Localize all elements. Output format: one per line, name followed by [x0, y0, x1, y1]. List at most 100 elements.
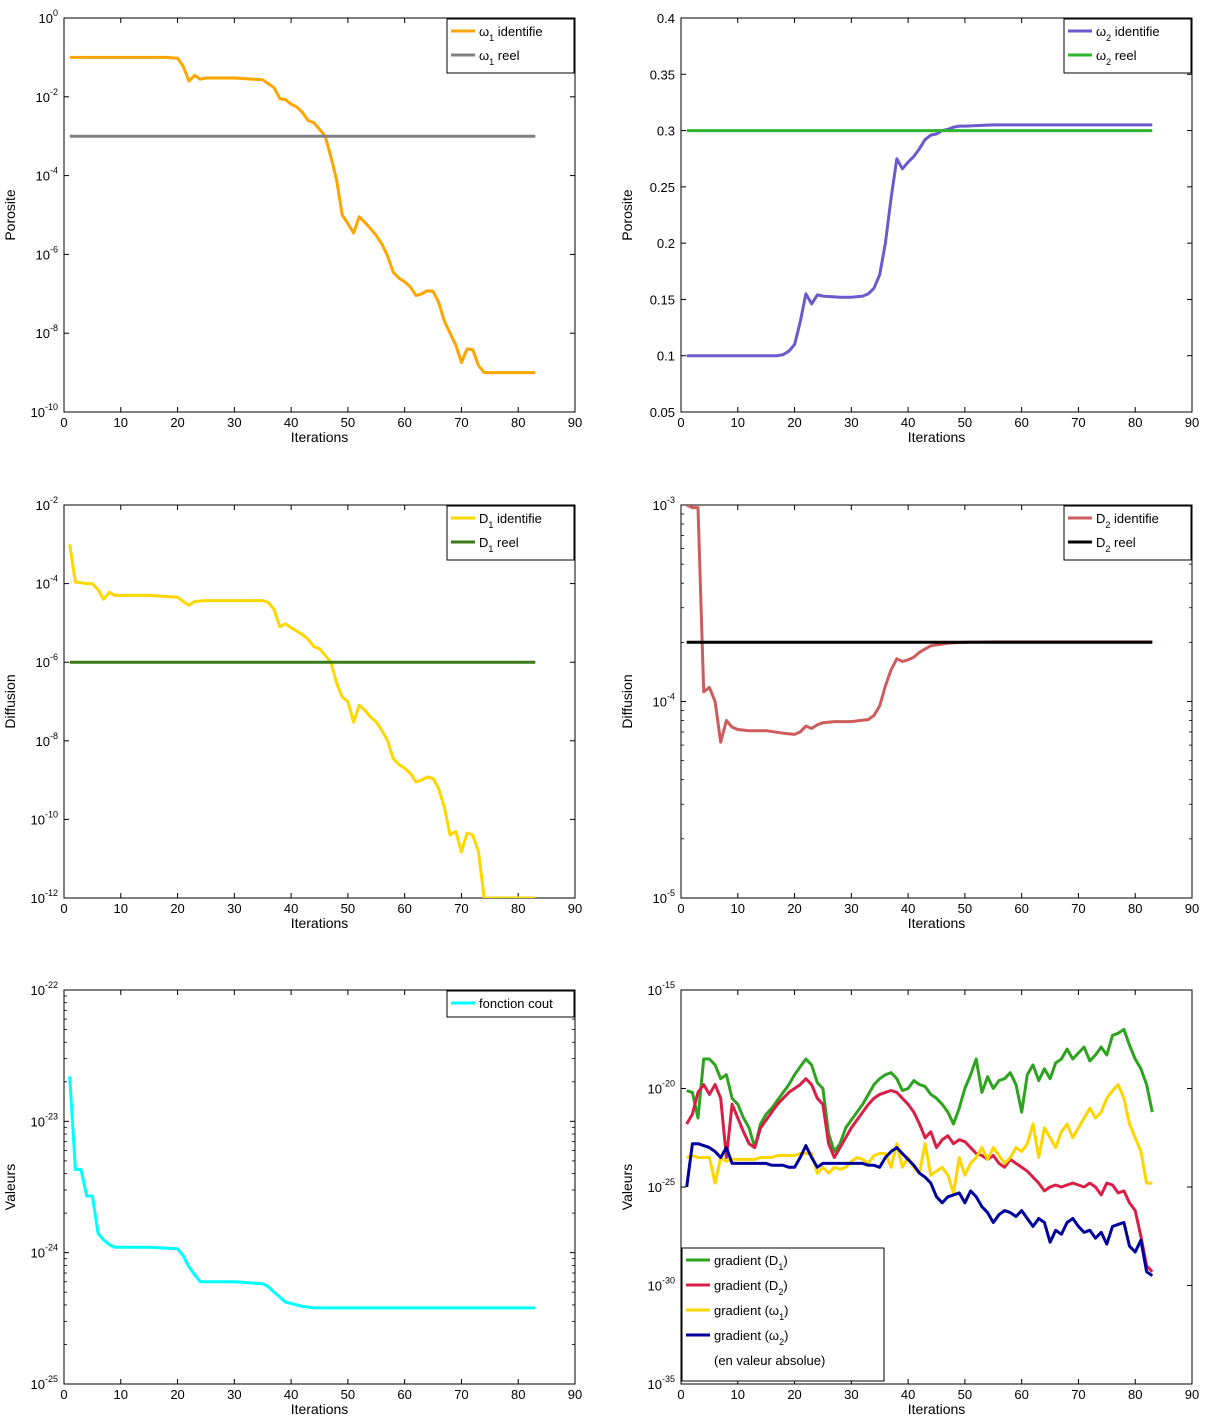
legend-label: gradient (ω2): [714, 1328, 788, 1347]
y-tick-base: 10: [648, 1279, 662, 1294]
series-group: [686, 123, 1153, 358]
legend-note: (en valeur absolue): [714, 1353, 825, 1368]
y-tick-base: 10: [653, 498, 667, 513]
legend-label-subscript: 1: [488, 520, 493, 530]
y-tick-exponent: -2: [50, 87, 58, 97]
x-tick-label: 40: [284, 901, 298, 916]
x-tick-label: 50: [341, 901, 355, 916]
y-tick-exponent: -22: [45, 980, 58, 990]
x-tick-label: 20: [170, 415, 184, 430]
y-tick-base: 10: [31, 1246, 45, 1261]
y-tick-exponent: -2: [50, 495, 58, 505]
chart-panel-1: 0 10 20 30 40 50 60 70 80 9010010-210-410-610-810…: [2, 8, 582, 445]
x-tick-label: 0: [60, 1387, 67, 1402]
legend-label-suffix: reel: [494, 48, 519, 63]
y-tick-base: 10: [36, 655, 50, 670]
chart-panel-6: 0 10 20 30 40 50 60 70 80 9010-1510-2010-2510-301…: [619, 980, 1199, 1417]
y-tick-exponent: -20: [662, 1079, 675, 1089]
series-group: [69, 55, 536, 375]
x-tick-label: 60: [397, 415, 411, 430]
series-group: [685, 1027, 1154, 1277]
y-tick-base: 10: [648, 1082, 662, 1097]
y-tick-label: 10-35: [648, 1374, 675, 1392]
y-tick-exponent: -6: [50, 244, 58, 254]
y-tick-base: 10: [31, 812, 45, 827]
x-tick-label: 0: [677, 415, 684, 430]
series-line-1: [686, 123, 1153, 358]
y-tick-label: 10-22: [31, 980, 58, 998]
legend-box: [446, 505, 575, 561]
legend-label-suffix: identifie: [1110, 511, 1158, 526]
x-tick-label: 40: [901, 901, 915, 916]
y-tick-label: 10-15: [648, 980, 675, 998]
y-tick-label: 0.05: [650, 405, 675, 420]
x-tick-label: 30: [227, 415, 241, 430]
y-tick-exponent: -4: [50, 574, 58, 584]
x-tick-label: 70: [1071, 1387, 1085, 1402]
series-group: [686, 505, 1153, 744]
y-tick-base: 10: [36, 169, 50, 184]
y-tick-exponent: -30: [662, 1276, 675, 1286]
y-tick-exponent: -12: [45, 888, 58, 898]
x-tick-label: 70: [1071, 901, 1085, 916]
x-tick-label: 80: [1128, 1387, 1142, 1402]
x-tick-label: 40: [284, 1387, 298, 1402]
x-tick-label: 90: [568, 901, 582, 916]
x-tick-label: 20: [787, 415, 801, 430]
y-tick-exponent: -4: [50, 166, 58, 176]
legend-label: ω2 reel: [1096, 48, 1137, 67]
legend: gradient (D1)gradient (D2)gradient (ω1)g…: [681, 1247, 885, 1382]
x-tick-label: 80: [511, 901, 525, 916]
x-tick-label: 20: [170, 1387, 184, 1402]
y-tick-label: 10-6: [36, 652, 58, 670]
y-tick-label: 0.1: [657, 349, 675, 364]
y-tick-label: 10-12: [31, 888, 58, 906]
x-tick-label: 20: [170, 901, 184, 916]
x-tick-label: 10: [731, 1387, 745, 1402]
legend-label-suffix: identifie: [494, 24, 542, 39]
legend-label-main: D: [479, 511, 488, 526]
series-line-4: [685, 1142, 1154, 1277]
legend-label-suffix: ): [783, 1278, 787, 1293]
y-tick-base: 10: [36, 326, 50, 341]
y-tick-label: 10-24: [31, 1243, 58, 1261]
legend-label: gradient (D1): [714, 1253, 788, 1272]
y-tick-label: 0.4: [657, 11, 675, 26]
x-tick-label: 70: [1071, 415, 1085, 430]
x-axis-label: Iterations: [291, 1401, 349, 1417]
legend-label-suffix: reel: [1110, 535, 1135, 550]
x-tick-label: 60: [1014, 901, 1028, 916]
x-tick-label: 50: [958, 415, 972, 430]
x-tick-label: 20: [787, 901, 801, 916]
series-line-2: [685, 1077, 1154, 1273]
legend-label-main: fonction cout: [479, 996, 553, 1011]
y-tick-label: 10-25: [648, 1177, 675, 1195]
legend-label: gradient (ω1): [714, 1303, 788, 1322]
series-line-1: [686, 1027, 1154, 1153]
series-line-1: [686, 505, 1153, 744]
y-tick-exponent: -4: [667, 692, 675, 702]
chart-panel-5: 0 10 20 30 40 50 60 70 80 9010-2210-2310-2410-25I…: [2, 980, 582, 1417]
legend-label: D2 reel: [1096, 535, 1136, 554]
x-tick-label: 90: [1185, 901, 1199, 916]
y-tick-base: 10: [31, 1114, 45, 1129]
legend-label-suffix: ): [784, 1303, 788, 1318]
legend: fonction cout: [446, 990, 575, 1018]
y-tick-label: 100: [39, 8, 58, 26]
legend-box: [446, 18, 575, 74]
legend-label-suffix: identifie: [1111, 24, 1159, 39]
y-tick-label: 0.3: [657, 124, 675, 139]
y-tick-label: 10-2: [36, 87, 58, 105]
x-tick-label: 70: [454, 901, 468, 916]
y-axis-label: Diffusion: [2, 674, 18, 728]
legend-label: D2 identifie: [1096, 511, 1159, 530]
y-tick-exponent: -25: [662, 1177, 675, 1187]
y-tick-base: 10: [31, 405, 45, 420]
x-tick-label: 20: [787, 1387, 801, 1402]
legend-label-subscript: 2: [1105, 520, 1110, 530]
x-tick-label: 0: [677, 1387, 684, 1402]
legend-label-subscript: 1: [488, 544, 493, 554]
